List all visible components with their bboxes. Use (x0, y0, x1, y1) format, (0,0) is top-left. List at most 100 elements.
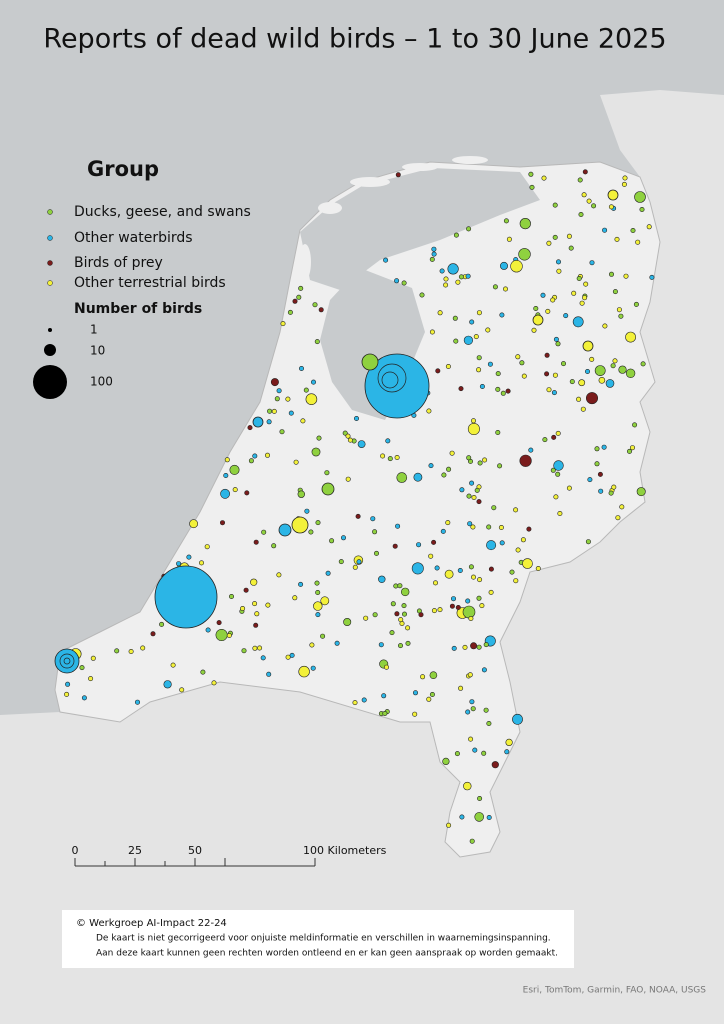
legend-label: Birds of prey (74, 255, 163, 271)
report-dot (476, 310, 482, 316)
report-dot (459, 487, 465, 493)
report-dot (602, 227, 608, 233)
report-dot (298, 285, 304, 291)
report-dot (477, 577, 483, 583)
report-dot (434, 565, 440, 571)
report-dot (533, 305, 539, 311)
report-dot (462, 644, 468, 650)
report-dot (576, 396, 582, 402)
report-dot (431, 251, 437, 257)
report-dot (439, 268, 445, 274)
report-dot (345, 433, 351, 439)
report-dot (220, 520, 226, 526)
report-dot (594, 365, 606, 376)
report-dot (469, 838, 475, 844)
report-dot (467, 521, 473, 527)
island (299, 244, 311, 280)
report-dot (432, 580, 438, 586)
report-dot (492, 284, 498, 290)
report-dot (241, 648, 247, 654)
report-dot (394, 278, 400, 284)
report-dot (296, 294, 302, 300)
report-dot (481, 667, 487, 673)
report-dot (211, 680, 217, 686)
report-dot (64, 691, 70, 697)
report-dot (401, 611, 407, 617)
report-dot (264, 452, 270, 458)
report-ring (59, 653, 75, 669)
report-dot (443, 282, 449, 288)
report-dot (446, 822, 452, 828)
report-dot (128, 648, 134, 654)
report-dot (454, 751, 460, 757)
wadden-sea (300, 168, 540, 290)
report-dot (291, 516, 309, 534)
report-dot (426, 696, 432, 702)
report-dot (226, 632, 232, 638)
report-dot (598, 376, 606, 384)
report-dot (395, 172, 401, 178)
report-dot (397, 583, 403, 589)
report-dot (453, 338, 459, 344)
report-dot (503, 218, 509, 224)
report-dot (479, 383, 485, 389)
map-title: Reports of dead wild birds – 1 to 30 Jun… (43, 24, 666, 55)
report-dot (532, 314, 544, 326)
report-dot (470, 524, 476, 530)
report-dot (625, 331, 636, 343)
report-dot (440, 528, 446, 534)
report-dot (215, 628, 228, 641)
report-dot (401, 587, 410, 597)
report-dot (510, 260, 523, 273)
report-dot (601, 444, 607, 450)
report-dot (504, 749, 510, 755)
report-dot (519, 218, 531, 230)
report-dot (260, 655, 266, 661)
report-dot (477, 460, 483, 466)
report-dot (271, 543, 277, 549)
report-dot (248, 458, 254, 464)
report-dot (54, 648, 80, 674)
report-dot (449, 603, 455, 609)
report-dot (557, 510, 563, 516)
report-dot (585, 392, 598, 405)
report-dot (619, 504, 625, 510)
report-dot (486, 720, 492, 726)
report-dot (81, 695, 87, 701)
island (402, 163, 438, 171)
report-dot (544, 352, 550, 358)
report-dot (316, 435, 322, 441)
credits-line: De kaart is niet gecorrigeerd voor onjui… (96, 934, 551, 944)
size-swatch (44, 344, 56, 356)
report-dot (361, 697, 367, 703)
report-dot (640, 361, 646, 367)
report-dot (429, 691, 435, 697)
report-dot (314, 339, 320, 345)
report-dot (608, 204, 614, 210)
report-dot (630, 228, 636, 234)
report-dot (614, 236, 620, 242)
report-dot (488, 589, 494, 595)
report-dot (392, 543, 398, 549)
report-dot (261, 529, 267, 535)
report-dot (451, 645, 457, 651)
report-dot (463, 781, 472, 791)
report-dot (556, 268, 562, 274)
report-dot (345, 476, 351, 482)
report-dot (288, 410, 294, 416)
report-dot (553, 460, 564, 471)
report-dot (584, 368, 590, 374)
report-dot (285, 654, 291, 660)
report-dot (469, 319, 475, 325)
report-dot (632, 422, 638, 428)
report-dot (482, 457, 488, 463)
report-dot (205, 627, 211, 633)
report-dot (445, 363, 451, 369)
scale-label: 50 (188, 844, 202, 857)
report-dot (552, 202, 558, 208)
report-dot (254, 611, 260, 617)
report-dot (370, 516, 376, 522)
report-dot (540, 292, 546, 298)
report-dot (449, 450, 455, 456)
legend-swatch (47, 260, 53, 266)
